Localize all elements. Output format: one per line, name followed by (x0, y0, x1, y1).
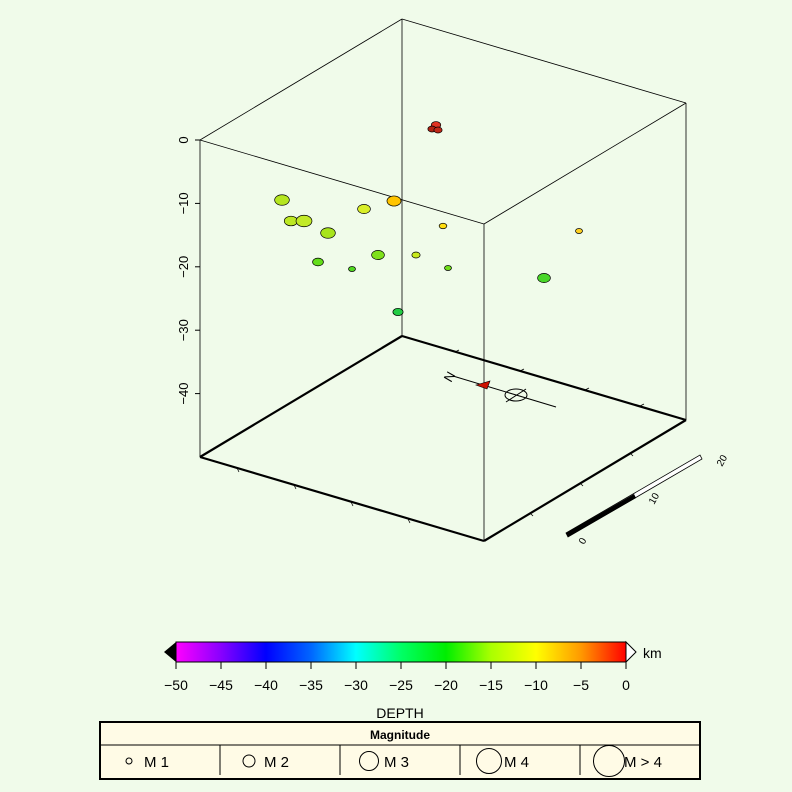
depth-tick-label: −40 (176, 383, 191, 405)
event-marker (371, 250, 385, 260)
north-arrow-head-icon (475, 380, 491, 390)
legend-items: M 1 M 2 M 3 M 4 M > 4 (125, 745, 662, 777)
compass-circle-icon (504, 388, 528, 402)
event-marker (433, 126, 443, 134)
box-bottom-edges (199, 334, 687, 543)
scale-bar: 0 10 20 (565, 453, 730, 547)
magnitude-legend: Magnitude M 1 M 2 M 3 M 4 M > 4 (99, 721, 701, 780)
event-marker (312, 257, 324, 267)
bottom-edge-ticks (236, 349, 645, 524)
colorbar-tick-label: −10 (524, 677, 548, 693)
event-marker (320, 227, 336, 239)
colorbar-tick-label: −30 (344, 677, 368, 693)
event-marker (348, 266, 356, 272)
legend-item-label: M 1 (144, 754, 169, 771)
colorbar-title: DEPTH (376, 705, 423, 721)
legend-magnitude-circle-icon (476, 748, 502, 774)
north-label: N (441, 369, 459, 385)
depth-tick-label: 0 (176, 136, 191, 143)
colorbar-tick-label: −45 (209, 677, 233, 693)
colorbar-tick-label: −5 (573, 677, 589, 693)
scale-label-10: 10 (647, 491, 662, 507)
legend-magnitude-circle-icon (593, 745, 625, 777)
legend-item-label: M 3 (384, 754, 409, 771)
colorbar-ticks: −50 −45 −40 −35 −30 −25 −20 −15 −10 −5 0 (164, 662, 630, 693)
depth-colorbar: km −50 −45 −40 −35 −30 −25 −20 −15 −10 −5 0 DEPTH (164, 640, 662, 721)
colorbar-tick-label: −50 (164, 677, 188, 693)
colorbar-tick-label: −20 (434, 677, 458, 693)
event-marker (392, 307, 404, 317)
event-marker (357, 204, 371, 214)
north-arrow: N (441, 369, 557, 408)
legend-magnitude-circle-icon (359, 751, 379, 771)
event-marker (411, 251, 421, 259)
event-marker (438, 222, 448, 230)
legend-item-label: M > 4 (624, 754, 662, 771)
legend-item-label: M 4 (504, 754, 529, 771)
colorbar-gradient (175, 641, 627, 663)
scale-label-20: 20 (715, 453, 730, 469)
scale-label-0: 0 (577, 536, 590, 547)
box-back-edges (199, 18, 687, 541)
colorbar-tick-label: −40 (254, 677, 278, 693)
colorbar-tick-label: −35 (299, 677, 323, 693)
colorbar-tick-label: −25 (389, 677, 413, 693)
event-markers (274, 121, 583, 317)
colorbar-left-arrow-icon (164, 642, 176, 662)
depth-tick-label: −20 (176, 256, 191, 278)
event-marker (274, 194, 290, 206)
colorbar-right-arrow-icon (625, 640, 637, 664)
depth-axis: 0 −10 −20 −30 −40 (176, 136, 200, 405)
event-marker (575, 228, 583, 234)
colorbar-tick-label: −15 (479, 677, 503, 693)
depth-tick-label: −30 (176, 319, 191, 341)
colorbar-tick-label: 0 (622, 677, 630, 693)
event-marker (537, 273, 551, 283)
legend-item-label: M 2 (264, 754, 289, 771)
colorbar-unit: km (643, 645, 662, 661)
event-marker (295, 214, 313, 228)
legend-title: Magnitude (370, 728, 430, 742)
legend-magnitude-circle-icon (125, 757, 133, 765)
legend-magnitude-circle-icon (242, 754, 256, 768)
event-marker (444, 265, 452, 271)
event-marker (386, 195, 402, 207)
depth-tick-label: −10 (176, 192, 191, 214)
